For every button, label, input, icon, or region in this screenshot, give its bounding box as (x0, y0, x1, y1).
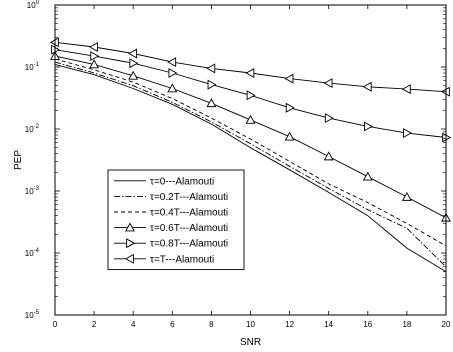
series-point (401, 191, 412, 201)
series-point (89, 59, 100, 69)
x-tick-label: 12 (285, 320, 294, 329)
x-tick-label: 10 (246, 320, 255, 329)
series-point (90, 51, 100, 62)
x-tick-label: 20 (442, 320, 451, 329)
x-axis: 0 2 4 6 8 10 12 14 16 18 20 (53, 5, 451, 329)
series-5 (51, 44, 452, 143)
legend-item: τ=0.6T---Alamouti (114, 222, 228, 234)
series-point (128, 70, 139, 80)
x-tick-label: 14 (324, 320, 333, 329)
series-2 (54, 61, 447, 268)
x-tick-label: 4 (131, 320, 136, 329)
series-point (207, 79, 217, 90)
series-3 (54, 58, 447, 247)
legend-item: τ=0.8T---Alamouti (114, 238, 228, 250)
x-tick-label: 2 (92, 320, 97, 329)
plot-marks (49, 37, 452, 273)
series-point (128, 48, 138, 59)
y-axis-title: PEP (13, 150, 24, 170)
series-point (245, 68, 255, 78)
x-tick-label: 6 (170, 320, 175, 329)
y-tick-label: 10-3 (25, 186, 40, 196)
series-point (324, 113, 334, 124)
legend-label: τ=0.6T---Alamouti (150, 223, 228, 234)
y-tick-label: 10-2 (25, 124, 40, 134)
series-line (54, 61, 447, 268)
series-point (362, 81, 372, 92)
y-tick-label: 10-1 (25, 62, 40, 72)
legend-label: τ=T---Alamouti (150, 254, 214, 265)
series-6 (49, 37, 450, 97)
x-tick-label: 16 (363, 320, 372, 329)
legend-label: τ=0.4T---Alamouti (150, 208, 228, 219)
x-tick-label: 18 (402, 320, 411, 329)
series-point (167, 57, 177, 68)
y-axis: 10-5 10-4 10-3 10-2 10-1 100 (25, 0, 446, 320)
series-point (88, 42, 98, 52)
series-point (323, 151, 334, 161)
legend-item: τ=T---Alamouti (114, 253, 214, 265)
series-point (167, 83, 178, 93)
series-point (245, 114, 256, 124)
series-point (403, 128, 413, 139)
series-point (284, 131, 295, 141)
legend-item: τ=0.4T---Alamouti (114, 208, 228, 219)
series-point (129, 58, 139, 69)
legend-marker (124, 253, 134, 264)
x-tick-label: 0 (53, 320, 58, 329)
series-1 (54, 63, 447, 273)
legend: τ=0---Alamouti τ=0.2T---Alamouti τ=0.4T---… (107, 169, 245, 271)
legend-marker (125, 222, 135, 232)
y-tick-label: 10-4 (25, 248, 40, 258)
y-tick-label: 100 (27, 0, 40, 10)
legend-label: τ=0.2T---Alamouti (150, 192, 228, 203)
legend-marker (126, 238, 136, 249)
series-line (54, 63, 447, 273)
series-point (363, 121, 373, 132)
legend-item: τ=0---Alamouti (114, 176, 214, 187)
series-point (284, 73, 294, 84)
legend-label: τ=0---Alamouti (150, 176, 214, 187)
series-4 (50, 50, 451, 222)
series-point (285, 102, 295, 113)
series-point (206, 63, 216, 74)
legend-item: τ=0.2T---Alamouti (114, 192, 228, 203)
x-axis-title: SNR (240, 337, 261, 348)
legend-label: τ=0.8T---Alamouti (150, 239, 228, 250)
series-point (246, 90, 256, 101)
y-tick-label: 10-5 (25, 310, 40, 320)
series-point (401, 84, 411, 95)
series-point (362, 171, 373, 181)
series-point (168, 68, 178, 78)
legend-box (107, 169, 245, 271)
x-tick-label: 8 (209, 320, 214, 329)
series-line (54, 41, 447, 93)
series-point (323, 78, 333, 89)
series-line (54, 58, 447, 247)
series-point (206, 98, 217, 108)
